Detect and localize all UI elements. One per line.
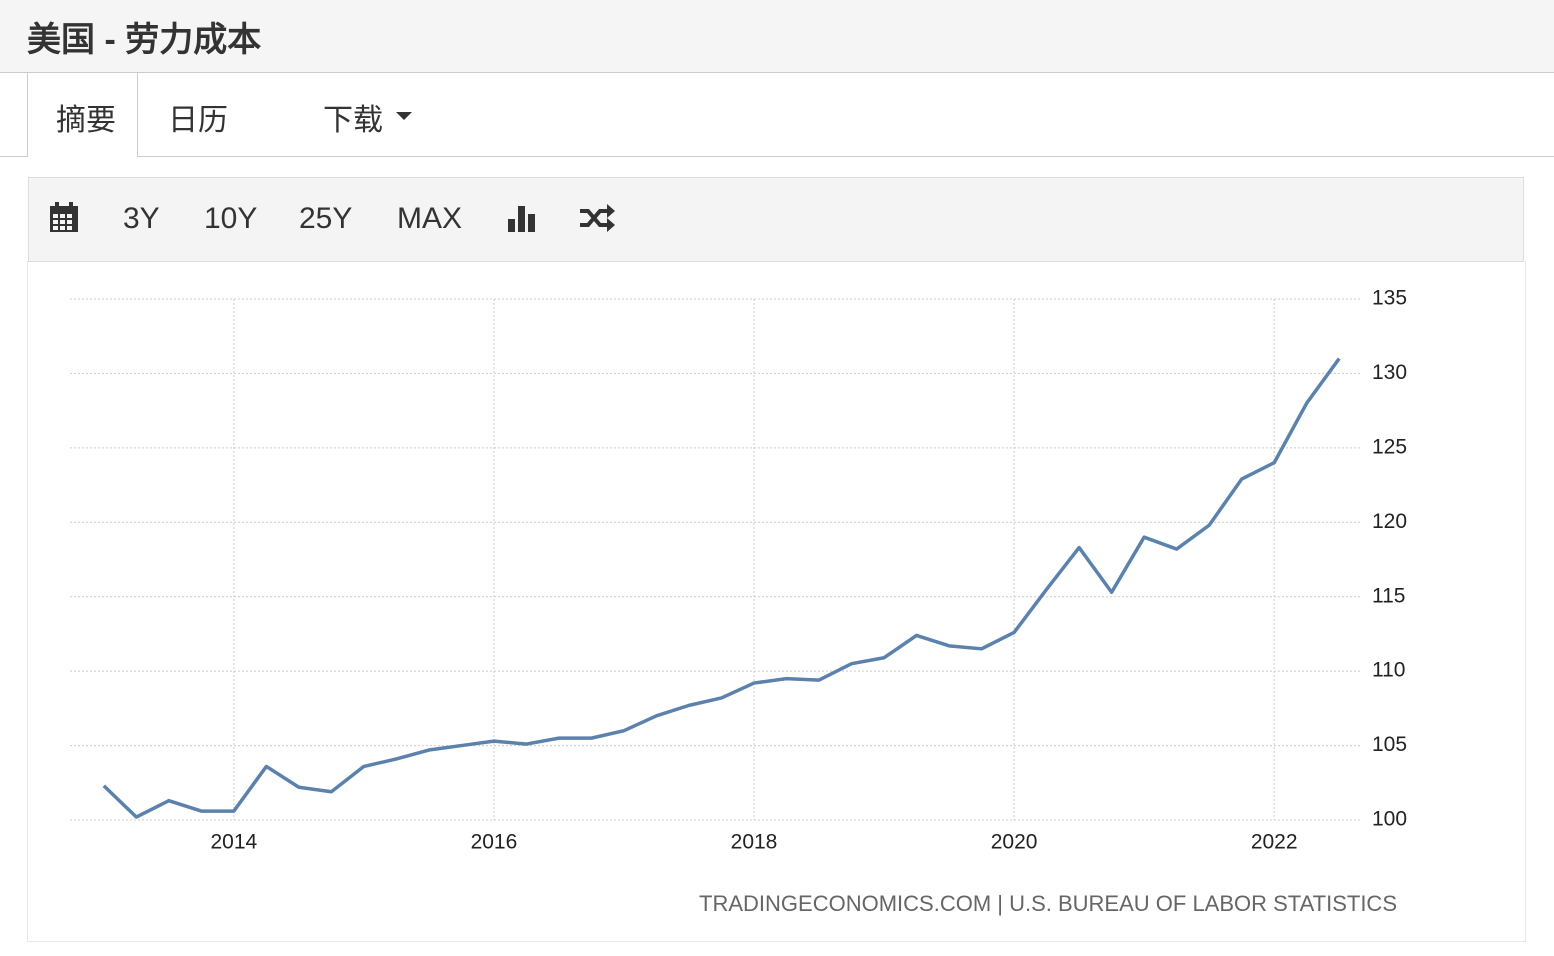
page-title: 美国 - 劳力成本 <box>27 21 262 59</box>
dropdown-caret[interactable] <box>396 112 412 122</box>
tab[interactable]: 摘要 <box>56 104 116 137</box>
calendar-icon[interactable] <box>49 201 79 233</box>
range-button[interactable]: 3Y <box>123 202 160 235</box>
range-button[interactable]: 10Y <box>204 202 258 235</box>
tab[interactable]: 下载 <box>323 104 383 137</box>
header-bar <box>0 0 1554 73</box>
toolbar <box>28 177 1524 262</box>
shuffle-icon[interactable] <box>578 203 616 233</box>
range-button[interactable]: 25Y <box>299 202 353 235</box>
tab[interactable]: 日历 <box>168 104 228 137</box>
bar-chart-icon[interactable] <box>507 203 537 233</box>
range-button[interactable]: MAX <box>397 202 463 235</box>
active-tab[interactable] <box>27 73 138 157</box>
tab-border <box>0 156 1554 157</box>
chart-panel <box>27 261 1526 942</box>
